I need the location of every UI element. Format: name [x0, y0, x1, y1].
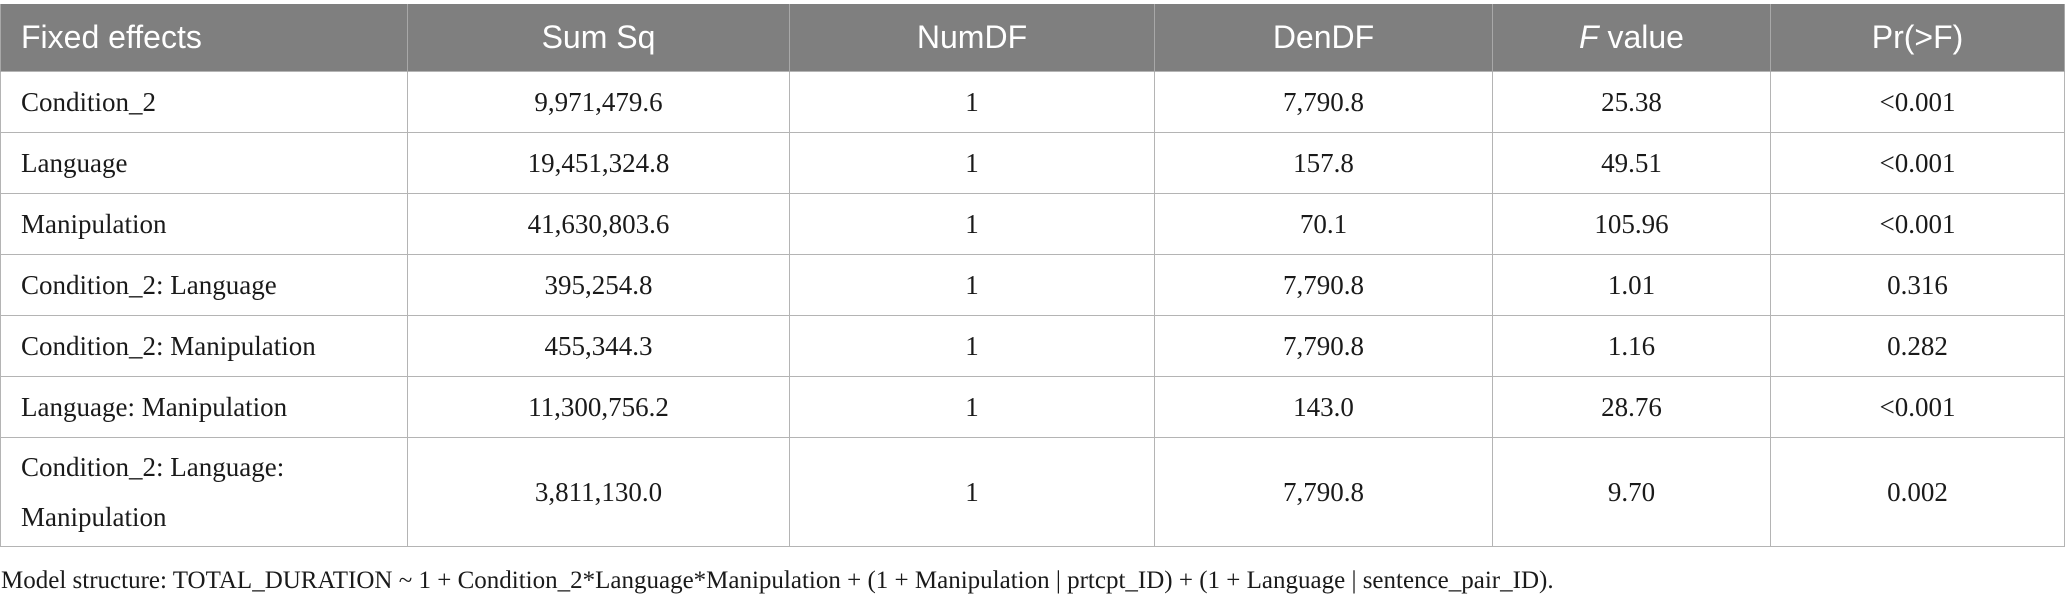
cell-pr-f: <0.001: [1770, 376, 2065, 438]
table-row: Language: Manipulation 11,300,756.2 1 14…: [0, 376, 2065, 438]
cell-numdf: 1: [789, 132, 1155, 194]
cell-pr-f: <0.001: [1770, 132, 2065, 194]
cell-dendf: 157.8: [1154, 132, 1493, 194]
cell-effect: Condition_2: Language: [0, 254, 408, 316]
cell-dendf: 7,790.8: [1154, 315, 1493, 377]
cell-f-value: 1.16: [1492, 315, 1771, 377]
table-row: Condition_2 9,971,479.6 1 7,790.8 25.38 …: [0, 71, 2065, 133]
cell-f-value: 25.38: [1492, 71, 1771, 133]
cell-sum-sq: 9,971,479.6: [407, 71, 790, 133]
cell-f-value: 9.70: [1492, 437, 1771, 547]
table-row: Condition_2: Language: Manipulation 3,81…: [0, 437, 2065, 547]
table-row: Manipulation 41,630,803.6 1 70.1 105.96 …: [0, 193, 2065, 255]
cell-f-value: 28.76: [1492, 376, 1771, 438]
header-pr-f: Pr(>F): [1770, 4, 2065, 72]
table-row: Condition_2: Manipulation 455,344.3 1 7,…: [0, 315, 2065, 377]
cell-f-value: 105.96: [1492, 193, 1771, 255]
cell-sum-sq: 455,344.3: [407, 315, 790, 377]
cell-effect: Language: Manipulation: [0, 376, 408, 438]
cell-dendf: 143.0: [1154, 376, 1493, 438]
header-f-value-italic: F: [1579, 19, 1599, 55]
cell-effect: Condition_2: Manipulation: [0, 315, 408, 377]
header-fixed-effects: Fixed effects: [0, 4, 408, 72]
cell-dendf: 7,790.8: [1154, 71, 1493, 133]
table-footnote: Model structure: TOTAL_DURATION ~ 1 + Co…: [1, 567, 1554, 594]
table-header-row: Fixed effects Sum Sq NumDF DenDF F value…: [0, 4, 2065, 72]
cell-dendf: 70.1: [1154, 193, 1493, 255]
anova-table-container: Fixed effects Sum Sq NumDF DenDF F value…: [0, 4, 2065, 547]
cell-effect: Condition_2: [0, 71, 408, 133]
cell-sum-sq: 3,811,130.0: [407, 437, 790, 547]
header-f-value: F value: [1492, 4, 1771, 72]
cell-pr-f: <0.001: [1770, 193, 2065, 255]
cell-numdf: 1: [789, 193, 1155, 255]
cell-f-value: 1.01: [1492, 254, 1771, 316]
cell-dendf: 7,790.8: [1154, 437, 1493, 547]
cell-sum-sq: 11,300,756.2: [407, 376, 790, 438]
anova-table: Fixed effects Sum Sq NumDF DenDF F value…: [0, 4, 2065, 547]
cell-sum-sq: 395,254.8: [407, 254, 790, 316]
cell-pr-f: 0.316: [1770, 254, 2065, 316]
table-row: Language 19,451,324.8 1 157.8 49.51 <0.0…: [0, 132, 2065, 194]
cell-sum-sq: 41,630,803.6: [407, 193, 790, 255]
cell-numdf: 1: [789, 437, 1155, 547]
cell-f-value: 49.51: [1492, 132, 1771, 194]
header-numdf: NumDF: [789, 4, 1155, 72]
header-sum-sq: Sum Sq: [407, 4, 790, 72]
cell-numdf: 1: [789, 376, 1155, 438]
header-f-value-rest: value: [1598, 19, 1684, 55]
cell-pr-f: <0.001: [1770, 71, 2065, 133]
cell-dendf: 7,790.8: [1154, 254, 1493, 316]
header-dendf: DenDF: [1154, 4, 1493, 72]
cell-numdf: 1: [789, 71, 1155, 133]
cell-effect: Manipulation: [0, 193, 408, 255]
cell-effect: Condition_2: Language: Manipulation: [0, 437, 408, 547]
cell-effect: Language: [0, 132, 408, 194]
cell-numdf: 1: [789, 315, 1155, 377]
cell-numdf: 1: [789, 254, 1155, 316]
cell-sum-sq: 19,451,324.8: [407, 132, 790, 194]
cell-pr-f: 0.002: [1770, 437, 2065, 547]
cell-pr-f: 0.282: [1770, 315, 2065, 377]
table-row: Condition_2: Language 395,254.8 1 7,790.…: [0, 254, 2065, 316]
